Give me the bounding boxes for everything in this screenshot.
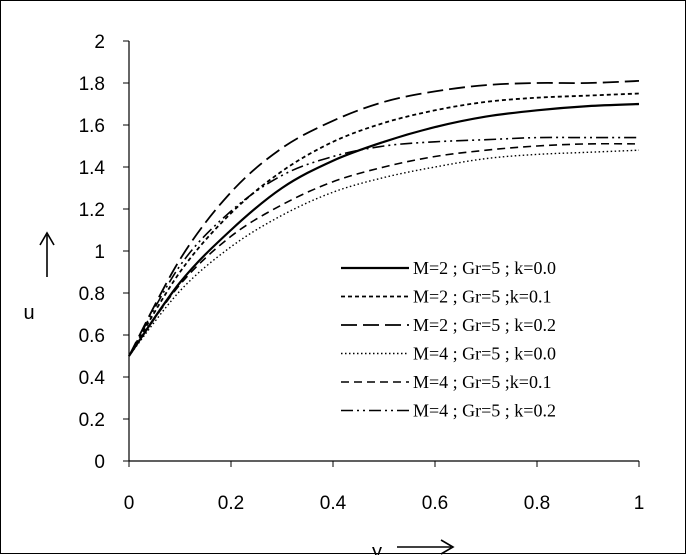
legend-label-5: M=4 ; Gr=5 ;k=0.1 xyxy=(413,372,551,392)
y-tick-label: 0 xyxy=(94,452,105,473)
x-tick-label: 0.2 xyxy=(218,493,244,514)
y-tick-label: 1.8 xyxy=(79,74,105,95)
legend: M=2 ; Gr=5 ; k=0.0 M=2 ; Gr=5 ;k=0.1 M=2 ;… xyxy=(341,258,556,421)
series-line-4 xyxy=(128,149,640,357)
y-axis-title: u xyxy=(23,302,34,324)
y-tick-label: 0.4 xyxy=(79,368,106,389)
axes: 0 0.2 0.4 0.6 0.8 1 1.2 1.4 1.6 1.8 2 0 0.2 0.4 0.6 0.8… xyxy=(79,32,645,514)
series-line-1 xyxy=(128,102,640,357)
legend-label-6: M=4 ; Gr=5 ; k=0.2 xyxy=(413,401,556,421)
y-axis-arrow-head xyxy=(39,231,55,246)
series-group xyxy=(128,80,640,357)
legend-label-3: M=2 ; Gr=5 ; k=0.2 xyxy=(413,315,556,335)
x-tick-label: 0.8 xyxy=(524,493,550,514)
x-axis-arrow-head xyxy=(440,539,455,555)
series-line-2 xyxy=(128,92,640,357)
axis-titles: uy xyxy=(23,231,455,555)
series-line-3 xyxy=(128,80,640,357)
x-tick-label: 0 xyxy=(124,493,135,514)
y-tick-label: 1.2 xyxy=(79,200,105,221)
y-tick-label: 2 xyxy=(94,32,105,53)
y-tick-label: 1 xyxy=(94,242,105,263)
x-tick-label: 0.4 xyxy=(320,493,347,514)
x-tick-label: 0.6 xyxy=(422,493,448,514)
y-tick-label: 0.2 xyxy=(79,410,105,431)
legend-label-1: M=2 ; Gr=5 ; k=0.0 xyxy=(413,258,556,278)
legend-label-2: M=2 ; Gr=5 ;k=0.1 xyxy=(413,287,551,307)
x-axis-title: y xyxy=(372,541,382,555)
y-tick-label: 1.6 xyxy=(79,116,105,137)
y-tick-label: 0.6 xyxy=(79,326,105,347)
series-line-6 xyxy=(128,136,639,357)
x-tick-label: 1 xyxy=(634,493,645,514)
legend-label-4: M=4 ; Gr=5 ; k=0.0 xyxy=(413,344,556,364)
y-tick-label: 0.8 xyxy=(79,284,105,305)
y-tick-label: 1.4 xyxy=(79,158,106,179)
series-line-5 xyxy=(128,142,640,357)
